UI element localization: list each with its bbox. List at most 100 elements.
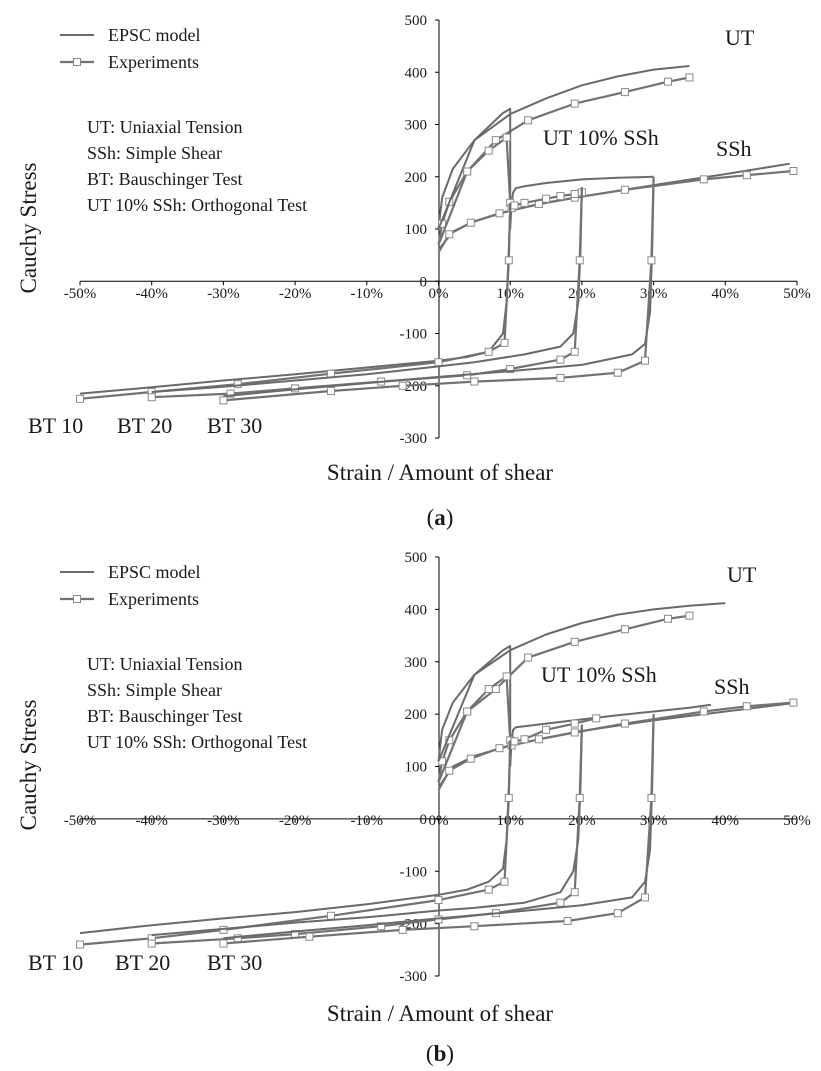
- experiment-marker: [613, 909, 622, 918]
- x-tick-label: -10%: [351, 286, 384, 302]
- y-tick-label: 300: [405, 655, 428, 671]
- experiment-marker: [466, 754, 475, 763]
- experiment-curve-ssh: [437, 701, 794, 791]
- curve-label-ssh: SSh: [714, 674, 749, 699]
- curve-label-ut: UT: [725, 25, 755, 50]
- experiment-marker: [556, 192, 565, 201]
- experiment-marker: [445, 230, 454, 239]
- experiment-marker: [76, 394, 84, 403]
- experiment-marker: [789, 698, 798, 707]
- experiment-marker: [502, 133, 511, 142]
- curve-label-bt10: BT 10: [28, 950, 83, 975]
- y-tick-label: -100: [400, 864, 428, 880]
- abbreviation-note: SSh: Simple Shear: [87, 143, 222, 163]
- y-tick-label: 400: [405, 65, 428, 81]
- experiment-marker: [620, 88, 629, 97]
- curve-label-bt20: BT 20: [115, 950, 170, 975]
- experiment-marker: [647, 793, 656, 802]
- y-tick-label: 100: [405, 760, 428, 776]
- x-tick-label: -30%: [207, 813, 240, 829]
- curve-label-bt20: BT 20: [117, 413, 172, 438]
- x-tick-label: 30%: [640, 813, 668, 829]
- experiment-marker: [613, 368, 622, 377]
- experiment-marker: [575, 793, 584, 802]
- y-tick-label: 500: [405, 13, 428, 29]
- x-tick-label: -50%: [64, 813, 97, 829]
- experiment-marker: [398, 925, 407, 934]
- experiment-marker: [504, 793, 513, 802]
- experiment-marker: [647, 256, 656, 265]
- experiment-marker: [563, 917, 572, 926]
- experiment-marker: [620, 625, 629, 634]
- x-tick-label: -30%: [207, 286, 240, 302]
- x-tick-label: 20%: [568, 286, 596, 302]
- experiment-marker: [570, 728, 579, 737]
- x-tick-label: 10%: [496, 286, 524, 302]
- x-tick-label: -50%: [64, 286, 97, 302]
- panel-label: (a): [427, 505, 454, 530]
- experiment-marker: [570, 637, 579, 646]
- experiment-marker: [500, 877, 509, 886]
- y-axis-title: Cauchy Stress: [16, 699, 41, 830]
- curve-label-orthogonal: UT 10% SSh: [543, 125, 659, 150]
- experiment-marker: [685, 73, 694, 82]
- experiment-marker: [556, 373, 565, 382]
- x-axis-title: Strain / Amount of shear: [327, 1001, 553, 1026]
- experiment-marker: [147, 393, 156, 402]
- experiment-marker: [592, 714, 601, 723]
- panel-letter: b: [434, 1041, 447, 1066]
- experiment-marker: [484, 146, 493, 155]
- x-tick-label: 50%: [783, 286, 811, 302]
- experiment-marker: [463, 707, 472, 716]
- experiment-marker: [570, 99, 579, 108]
- experiment-marker: [504, 256, 513, 265]
- y-tick-label: 0: [420, 274, 428, 290]
- abbreviation-note: UT 10% SSh: Orthogonal Test: [87, 732, 307, 752]
- x-tick-label: -40%: [135, 813, 168, 829]
- abbreviation-note: UT: Uniaxial Tension: [87, 117, 243, 137]
- model-curve-bt-30: [223, 179, 655, 398]
- y-tick-label: 500: [405, 550, 428, 566]
- y-tick-label: -300: [400, 431, 428, 447]
- panel-label: (b): [426, 1041, 454, 1066]
- experiment-marker: [219, 396, 228, 405]
- experiment-marker: [520, 735, 529, 744]
- experiment-marker: [699, 707, 708, 716]
- curve-label-ut: UT: [727, 562, 757, 587]
- experiment-marker: [620, 185, 629, 194]
- experiment-marker: [570, 189, 579, 198]
- panel-letter: a: [434, 505, 446, 530]
- legend-experiment-label: Experiments: [108, 589, 199, 609]
- experiment-marker: [377, 922, 386, 931]
- curve-label-orthogonal: UT 10% SSh: [541, 662, 657, 687]
- experiment-marker: [219, 939, 228, 948]
- experiment-marker: [542, 194, 551, 203]
- experiment-marker: [326, 386, 335, 395]
- legend-experiment-marker: [73, 595, 81, 603]
- x-tick-label: 50%: [783, 813, 811, 829]
- experiment-marker: [510, 737, 519, 746]
- experiment-marker: [556, 355, 565, 364]
- experiment-marker: [742, 171, 751, 180]
- experiment-marker: [510, 201, 519, 210]
- model-curve-ut: [437, 602, 726, 762]
- experiment-marker: [685, 611, 694, 620]
- experiment-marker: [326, 369, 335, 378]
- x-tick-label: -40%: [135, 286, 168, 302]
- abbreviation-note: BT: Bauschinger Test: [87, 706, 243, 726]
- experiment-marker: [556, 898, 565, 907]
- experiment-marker: [502, 672, 511, 681]
- experiment-marker: [305, 932, 314, 941]
- x-tick-label: -20%: [279, 286, 312, 302]
- y-tick-label: 200: [405, 707, 428, 723]
- experiment-marker: [470, 377, 479, 386]
- model-curve-bt-30: [223, 716, 655, 940]
- experiment-marker: [434, 358, 443, 367]
- curve-label-ssh: SSh: [716, 136, 751, 161]
- experiment-marker: [663, 77, 672, 86]
- experiment-marker: [434, 896, 443, 905]
- experiment-marker: [445, 766, 454, 775]
- experiment-marker: [226, 389, 235, 398]
- legend-model-label: EPSC model: [108, 562, 201, 582]
- experiment-marker: [542, 725, 551, 734]
